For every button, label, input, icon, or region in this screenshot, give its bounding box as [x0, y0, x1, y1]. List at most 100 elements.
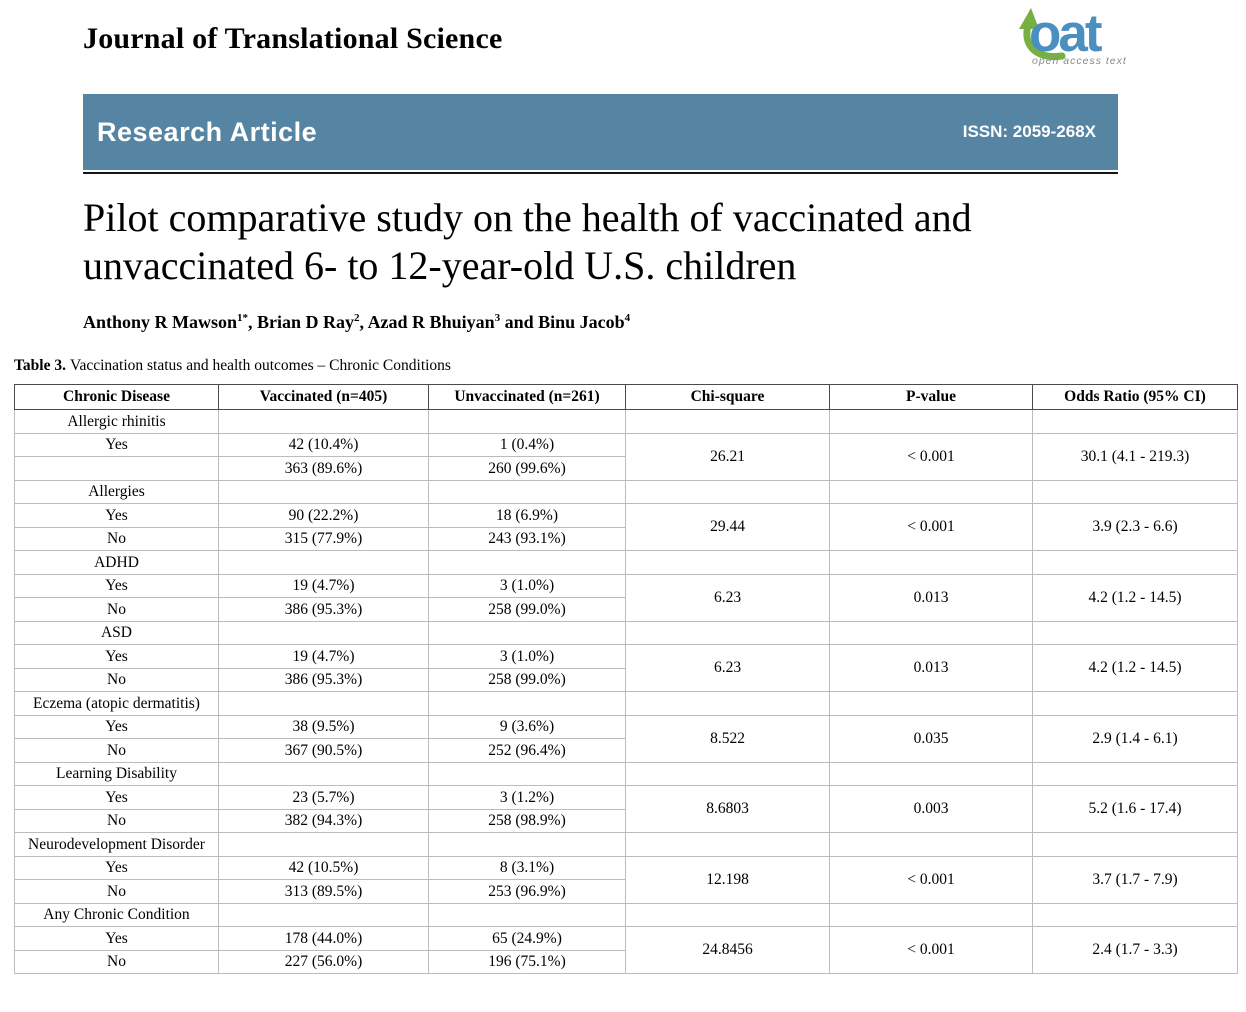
odds-ratio-cell: 5.2 (1.6 - 17.4)	[1032, 785, 1238, 833]
response-label-cell: Yes	[14, 573, 219, 598]
unvaccinated-cell: 253 (96.9%)	[428, 879, 626, 904]
empty-cell	[829, 691, 1033, 716]
col-header-chronic-disease: Chronic Disease	[14, 384, 219, 410]
empty-cell	[625, 409, 830, 434]
empty-cell	[829, 550, 1033, 575]
p-value-cell: < 0.001	[829, 432, 1033, 481]
yes-row: Yes 19 (4.7%) 3 (1.0%) 6.23 0.013 4.2 (1…	[14, 573, 1238, 622]
disease-row: Allergic rhinitis	[14, 409, 1238, 434]
empty-cell	[1032, 479, 1238, 504]
unvaccinated-cell: 1 (0.4%)	[428, 432, 626, 457]
vaccinated-cell: 363 (89.6%)	[218, 456, 429, 481]
empty-cell	[829, 620, 1033, 645]
odds-ratio-cell: 4.2 (1.2 - 14.5)	[1032, 573, 1238, 622]
author: Brian D Ray2,	[257, 312, 368, 332]
empty-cell	[428, 620, 626, 645]
unvaccinated-cell: 258 (98.9%)	[428, 808, 626, 833]
logo-tagline: open access text	[1032, 55, 1126, 66]
vaccinated-cell: 178 (44.0%)	[218, 926, 429, 951]
chronic-conditions-table: Chronic Disease Vaccinated (n=405) Unvac…	[14, 384, 1238, 974]
vaccinated-cell: 315 (77.9%)	[218, 526, 429, 551]
response-label-cell: No	[14, 597, 219, 622]
response-label-cell: Yes	[14, 855, 219, 880]
disease-row: Allergies	[14, 479, 1238, 504]
empty-cell	[218, 761, 429, 786]
empty-cell	[1032, 620, 1238, 645]
unvaccinated-cell: 9 (3.6%)	[428, 714, 626, 739]
unvaccinated-cell: 3 (1.0%)	[428, 644, 626, 669]
empty-cell	[428, 902, 626, 927]
unvaccinated-cell: 196 (75.1%)	[428, 949, 626, 974]
logo-arrowhead-icon	[1019, 8, 1039, 29]
vaccinated-cell: 38 (9.5%)	[218, 714, 429, 739]
unvaccinated-cell: 65 (24.9%)	[428, 926, 626, 951]
no-row: No 227 (56.0%) 196 (75.1%)	[14, 949, 1238, 974]
section-allergies: Allergies Yes 90 (22.2%) 18 (6.9%) 29.44…	[14, 479, 1238, 551]
yes-row: Yes 19 (4.7%) 3 (1.0%) 6.23 0.013 4.2 (1…	[14, 644, 1238, 692]
empty-cell	[1032, 691, 1238, 716]
chi-square-cell: 12.198	[625, 855, 830, 904]
response-label-cell	[14, 456, 219, 481]
empty-cell	[625, 761, 830, 786]
chi-square-cell: 29.44	[625, 503, 830, 551]
col-header-p-value: P-value	[829, 384, 1033, 410]
no-row: 363 (89.6%) 260 (99.6%)	[14, 456, 1238, 481]
vaccinated-cell: 42 (10.4%)	[218, 432, 429, 457]
odds-ratio-cell: 3.9 (2.3 - 6.6)	[1032, 503, 1238, 551]
odds-ratio-cell: 3.7 (1.7 - 7.9)	[1032, 855, 1238, 904]
empty-cell	[625, 479, 830, 504]
p-value-cell: < 0.001	[829, 855, 1033, 904]
response-label-cell: Yes	[14, 785, 219, 810]
unvaccinated-cell: 243 (93.1%)	[428, 526, 626, 551]
table-caption-label: Table 3.	[14, 357, 66, 374]
vaccinated-cell: 313 (89.5%)	[218, 879, 429, 904]
disease-row: Eczema (atopic dermatitis)	[14, 691, 1238, 716]
chi-square-cell: 24.8456	[625, 926, 830, 974]
empty-cell	[829, 479, 1033, 504]
banner-divider	[83, 172, 1118, 174]
empty-cell	[218, 550, 429, 575]
disease-name-cell: ADHD	[14, 550, 219, 575]
disease-row: Learning Disability	[14, 761, 1238, 786]
p-value-cell: < 0.001	[829, 926, 1033, 974]
issn-label: ISSN: 2059-268X	[962, 122, 1096, 141]
empty-cell	[625, 550, 830, 575]
response-label-cell: No	[14, 949, 219, 974]
author-affiliation-sup: 2	[354, 312, 360, 324]
unvaccinated-cell: 252 (96.4%)	[428, 738, 626, 763]
odds-ratio-cell: 4.2 (1.2 - 14.5)	[1032, 644, 1238, 692]
response-label-cell: No	[14, 879, 219, 904]
vaccinated-cell: 386 (95.3%)	[218, 597, 429, 622]
yes-row: Yes 90 (22.2%) 18 (6.9%) 29.44 < 0.001 3…	[14, 503, 1238, 551]
response-label-cell: Yes	[14, 714, 219, 739]
chi-square-cell: 6.23	[625, 644, 830, 692]
vaccinated-cell: 23 (5.7%)	[218, 785, 429, 810]
disease-name-cell: ASD	[14, 620, 219, 645]
response-label-cell: Yes	[14, 644, 219, 669]
section-asd: ASD Yes 19 (4.7%) 3 (1.0%) 6.23 0.013 4.…	[14, 620, 1238, 692]
odds-ratio-cell: 30.1 (4.1 - 219.3)	[1032, 432, 1238, 481]
table-header-row: Chronic Disease Vaccinated (n=405) Unvac…	[14, 384, 1238, 410]
empty-cell	[829, 902, 1033, 927]
empty-cell	[829, 832, 1033, 857]
unvaccinated-cell: 260 (99.6%)	[428, 456, 626, 481]
unvaccinated-cell: 3 (1.0%)	[428, 573, 626, 598]
empty-cell	[428, 832, 626, 857]
disease-row: ADHD	[14, 550, 1238, 575]
disease-name-cell: Any Chronic Condition	[14, 902, 219, 927]
empty-cell	[218, 620, 429, 645]
vaccinated-cell: 42 (10.5%)	[218, 855, 429, 880]
empty-cell	[428, 761, 626, 786]
unvaccinated-cell: 258 (99.0%)	[428, 667, 626, 692]
yes-row: Yes 38 (9.5%) 9 (3.6%) 8.522 0.035 2.9 (…	[14, 714, 1238, 763]
chi-square-cell: 26.21	[625, 432, 830, 481]
no-row: No 313 (89.5%) 253 (96.9%)	[14, 879, 1238, 904]
vaccinated-cell: 227 (56.0%)	[218, 949, 429, 974]
empty-cell	[428, 479, 626, 504]
empty-cell	[625, 902, 830, 927]
empty-cell	[1032, 761, 1238, 786]
response-label-cell: Yes	[14, 503, 219, 528]
odds-ratio-cell: 2.4 (1.7 - 3.3)	[1032, 926, 1238, 974]
col-header-vaccinated: Vaccinated (n=405)	[218, 384, 429, 410]
empty-cell	[218, 409, 429, 434]
